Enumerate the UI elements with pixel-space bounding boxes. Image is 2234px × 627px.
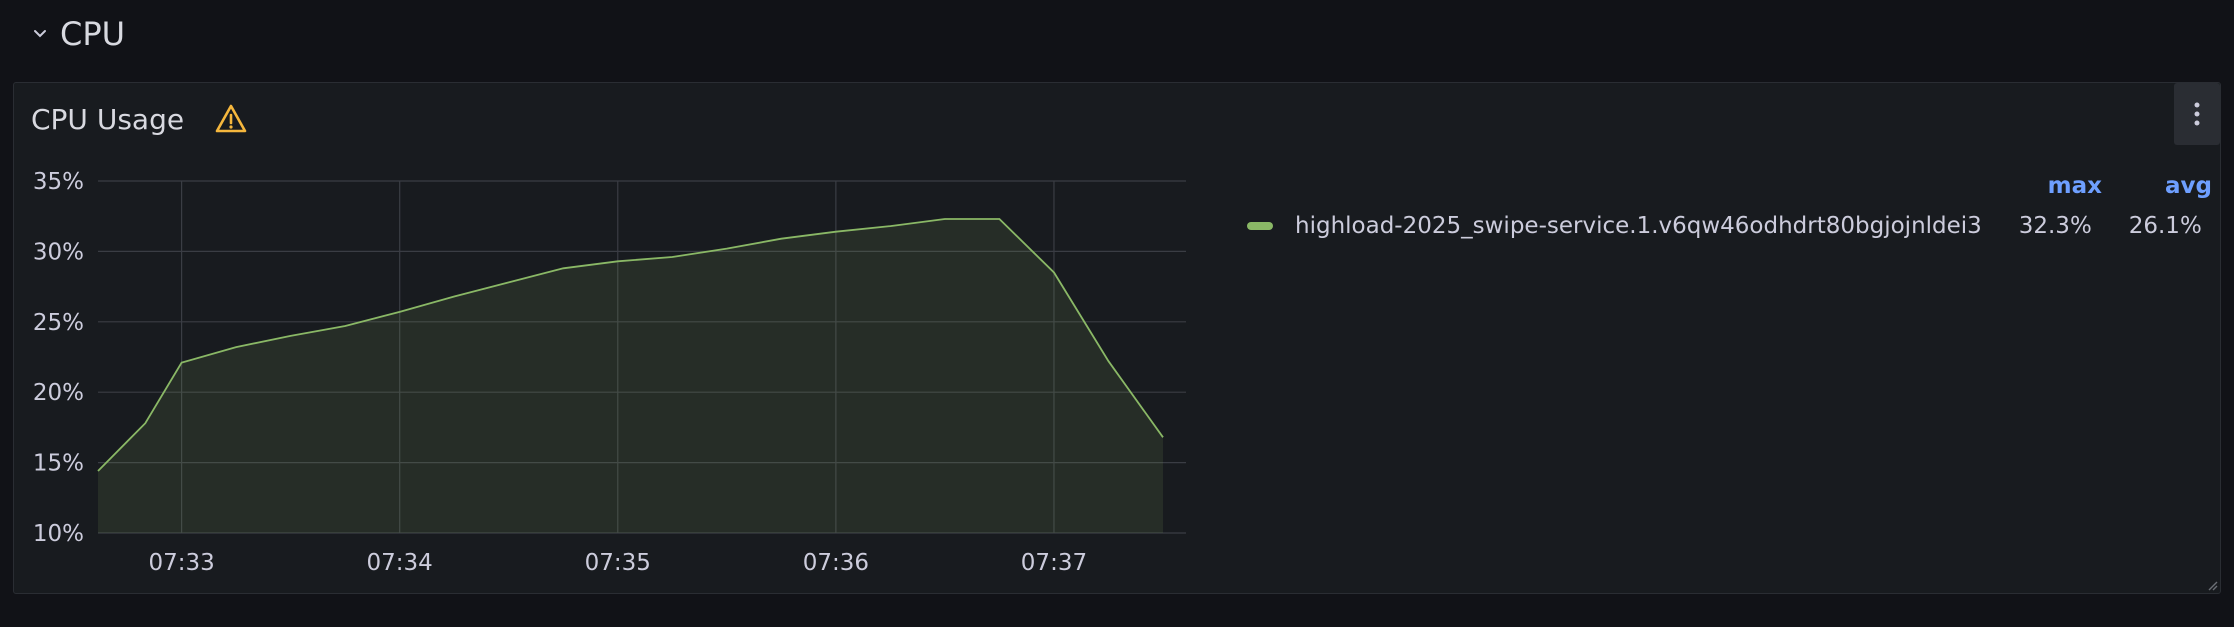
x-tick-label: 07:33 <box>148 550 214 576</box>
cpu-usage-chart[interactable]: 35% 30% 25% 20% 15% 10% 07:33 07:34 07:35 07:36 07… <box>14 83 1214 593</box>
x-tick-label: 07:36 <box>803 550 869 576</box>
y-tick-label: 25% <box>33 310 84 336</box>
y-tick-label: 20% <box>33 380 84 406</box>
chevron-down-icon[interactable] <box>30 24 50 44</box>
y-tick-label: 15% <box>33 451 84 477</box>
row-header[interactable]: CPU <box>30 12 125 56</box>
x-tick-label: 07:35 <box>585 550 651 576</box>
cpu-usage-panel: CPU Usage 35% 30% 25% 20% 15% 10% 07:33 07:34 07… <box>13 82 2221 594</box>
legend-header: max avg <box>1232 173 2212 199</box>
x-tick-label: 07:34 <box>367 550 433 576</box>
series-line[interactable] <box>97 218 1164 472</box>
y-tick-label: 35% <box>33 169 84 195</box>
legend-item[interactable]: highload-2025_swipe-service.1.v6qw46odhd… <box>1232 213 2212 239</box>
warning-triangle-icon[interactable] <box>214 102 248 136</box>
legend: max avg highload-2025_swipe-service.1.v6… <box>1232 173 2212 239</box>
resize-handle-icon[interactable] <box>2206 579 2218 591</box>
panel-title: CPU Usage <box>31 102 185 136</box>
kebab-menu-icon <box>2194 102 2200 126</box>
series-color-swatch[interactable] <box>1247 222 1273 230</box>
y-tick-label: 10% <box>33 521 84 547</box>
legend-item-avg: 26.1% <box>2128 213 2202 239</box>
legend-item-name[interactable]: highload-2025_swipe-service.1.v6qw46odhd… <box>1295 213 1982 239</box>
legend-col-avg[interactable]: avg <box>2165 173 2212 199</box>
row-title: CPU <box>60 15 126 53</box>
legend-col-max[interactable]: max <box>2047 173 2102 199</box>
y-tick-label: 30% <box>33 239 84 265</box>
panel-header: CPU Usage <box>31 99 248 139</box>
legend-item-max: 32.3% <box>2018 213 2092 239</box>
x-tick-label: 07:37 <box>1021 550 1087 576</box>
series-area <box>98 219 1163 533</box>
panel-menu-button[interactable] <box>2174 83 2220 145</box>
